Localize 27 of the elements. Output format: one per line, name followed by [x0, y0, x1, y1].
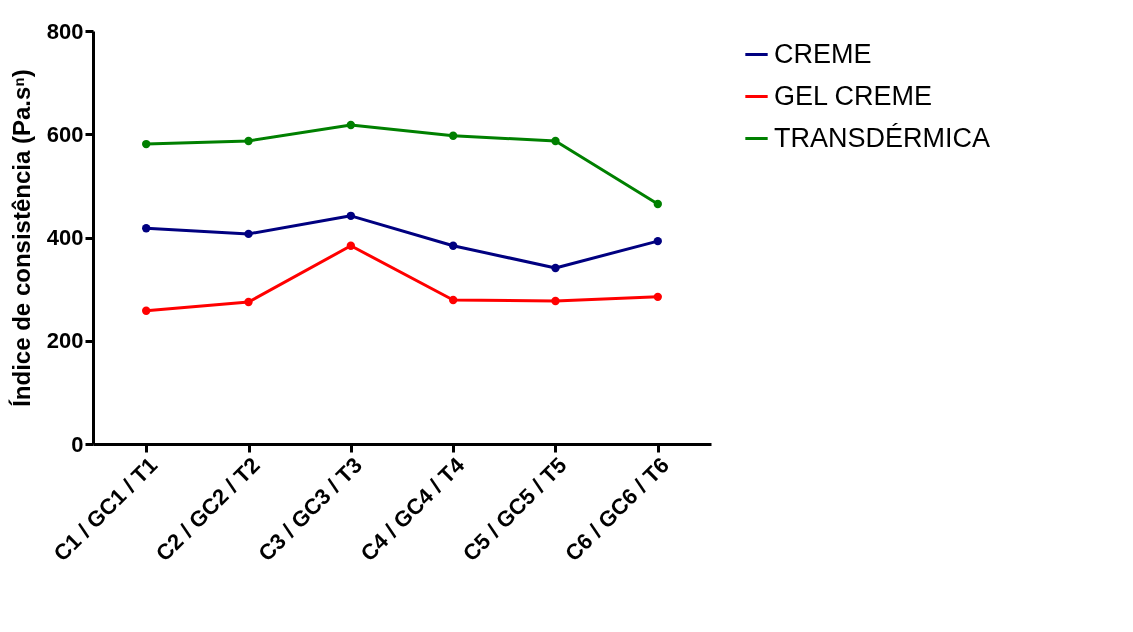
point [142, 224, 151, 233]
point [653, 199, 662, 209]
y-tick-label: 200 [46, 328, 84, 354]
y-tick-label: 400 [46, 225, 84, 250]
point [142, 139, 151, 149]
point [142, 306, 151, 315]
y-tick-label: 800 [46, 18, 84, 44]
y-tick-label: 0 [71, 431, 84, 457]
point [551, 263, 560, 273]
point [346, 120, 356, 130]
legend-label: TRANSDÉRMICA [774, 122, 991, 153]
point [346, 241, 356, 250]
point [551, 296, 560, 306]
point [448, 295, 458, 305]
point [448, 131, 458, 140]
y-axis-title: Índice de consistência (Pa.sⁿ) [7, 69, 35, 407]
point [448, 241, 458, 250]
point [244, 136, 253, 146]
legend-label: GEL CREME [774, 80, 933, 111]
point [551, 136, 560, 146]
y-tick-label: 600 [46, 121, 84, 147]
point [244, 229, 253, 239]
point [653, 236, 662, 246]
point [244, 297, 253, 307]
point [653, 292, 662, 302]
point [346, 211, 356, 220]
legend-label: CREME [774, 38, 872, 69]
